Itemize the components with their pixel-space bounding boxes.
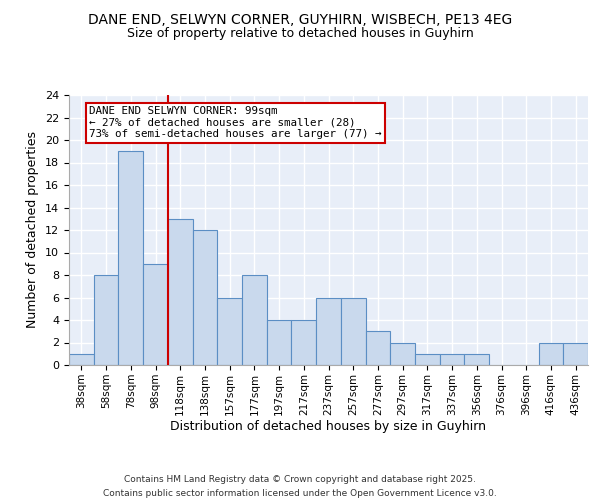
- Bar: [390, 342, 415, 365]
- Bar: [440, 354, 464, 365]
- Text: Contains HM Land Registry data © Crown copyright and database right 2025.
Contai: Contains HM Land Registry data © Crown c…: [103, 476, 497, 498]
- Bar: [316, 298, 341, 365]
- X-axis label: Distribution of detached houses by size in Guyhirn: Distribution of detached houses by size …: [170, 420, 487, 434]
- Text: Size of property relative to detached houses in Guyhirn: Size of property relative to detached ho…: [127, 28, 473, 40]
- Bar: [118, 151, 143, 365]
- Bar: [365, 331, 390, 365]
- Bar: [415, 354, 440, 365]
- Bar: [563, 342, 588, 365]
- Bar: [217, 298, 242, 365]
- Bar: [193, 230, 217, 365]
- Bar: [94, 275, 118, 365]
- Text: DANE END SELWYN CORNER: 99sqm
← 27% of detached houses are smaller (28)
73% of s: DANE END SELWYN CORNER: 99sqm ← 27% of d…: [89, 106, 381, 140]
- Text: DANE END, SELWYN CORNER, GUYHIRN, WISBECH, PE13 4EG: DANE END, SELWYN CORNER, GUYHIRN, WISBEC…: [88, 12, 512, 26]
- Bar: [292, 320, 316, 365]
- Bar: [242, 275, 267, 365]
- Bar: [341, 298, 365, 365]
- Bar: [168, 219, 193, 365]
- Bar: [69, 354, 94, 365]
- Bar: [539, 342, 563, 365]
- Bar: [143, 264, 168, 365]
- Bar: [464, 354, 489, 365]
- Bar: [267, 320, 292, 365]
- Y-axis label: Number of detached properties: Number of detached properties: [26, 132, 40, 328]
